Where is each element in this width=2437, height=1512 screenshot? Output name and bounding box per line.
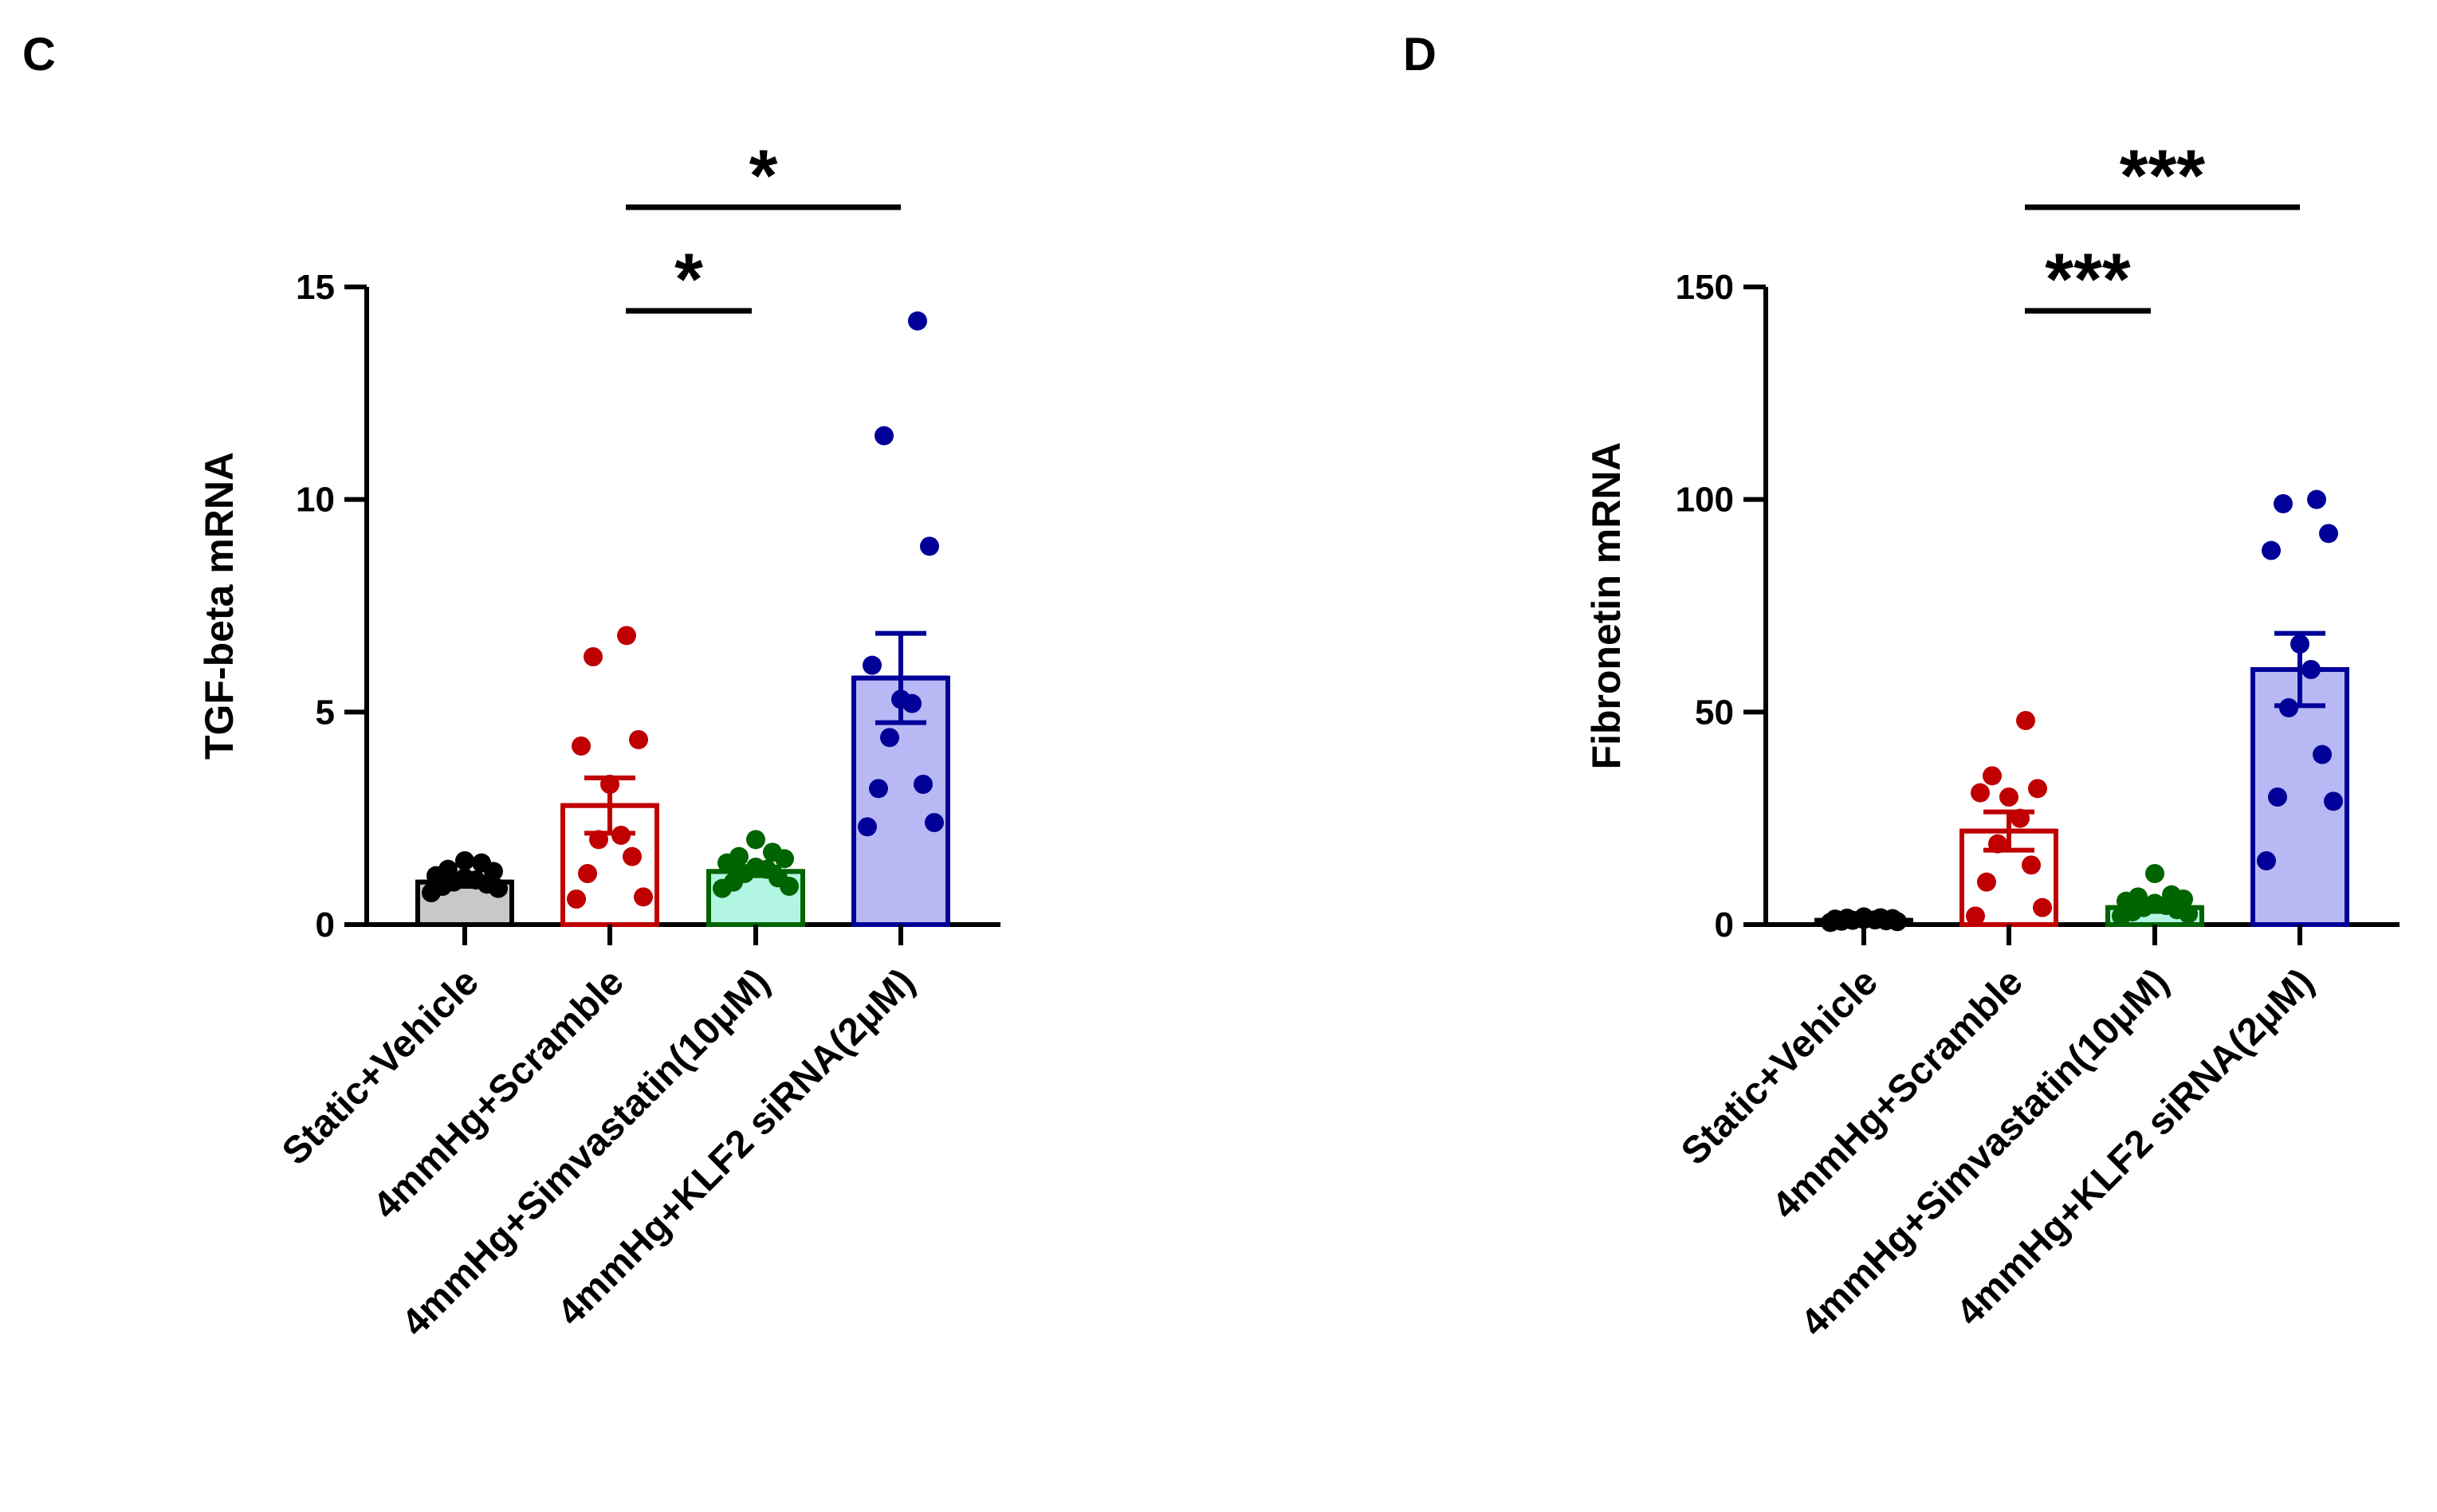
data-point: [2028, 779, 2047, 799]
data-point: [572, 736, 591, 756]
y-tick-label: 0: [1715, 905, 1734, 945]
data-point: [578, 864, 597, 883]
data-point: [880, 728, 899, 748]
data-point: [567, 890, 586, 909]
chart-panel-c: TGF-beta mRNA051015Static+Vehicle4mmHg+S…: [197, 135, 1000, 1345]
data-point: [920, 536, 939, 556]
data-point: [908, 311, 927, 331]
data-point: [623, 846, 642, 866]
y-tick-label: 50: [1695, 693, 1734, 732]
data-point: [2324, 791, 2343, 811]
data-point: [2022, 855, 2041, 875]
data-point: [2257, 851, 2276, 870]
data-point: [1971, 783, 1990, 803]
data-point: [2313, 744, 2332, 764]
y-tick-label: 5: [316, 693, 335, 732]
data-point: [617, 626, 636, 646]
data-point: [875, 426, 894, 446]
category-label: 4mmHg+Scramble: [1764, 960, 2031, 1227]
chart-panel-d: Fibronetin mRNA050100150Static+Vehicle4m…: [1584, 135, 2400, 1345]
data-point: [1977, 872, 1996, 892]
category-label: 4mmHg+Scramble: [365, 960, 632, 1227]
data-point: [2268, 787, 2287, 807]
significance-label: ***: [2045, 239, 2131, 320]
y-tick-label: 100: [1676, 481, 1734, 520]
data-point: [2319, 524, 2338, 544]
data-point: [1999, 787, 2018, 807]
data-point: [1966, 906, 1985, 926]
significance-label: ***: [2120, 135, 2206, 217]
data-point: [629, 730, 648, 749]
data-point: [472, 853, 491, 873]
data-point: [2262, 540, 2281, 560]
data-point: [858, 817, 877, 837]
data-point: [2033, 897, 2052, 917]
panel-label-c: C: [22, 29, 56, 81]
data-point: [863, 655, 882, 675]
y-tick-label: 150: [1676, 268, 1734, 307]
y-axis-label: Fibronetin mRNA: [1584, 442, 1629, 769]
data-point: [925, 813, 944, 832]
data-point: [2016, 711, 2035, 730]
significance-label: *: [749, 135, 778, 217]
data-point: [1854, 907, 1873, 927]
y-axis-label: TGF-beta mRNA: [197, 452, 242, 760]
data-point: [729, 846, 749, 866]
data-point: [1983, 766, 2002, 786]
y-tick-label: 15: [296, 268, 335, 307]
data-point: [438, 859, 458, 879]
data-point: [2307, 489, 2326, 509]
significance-label: *: [674, 239, 703, 320]
panel-label-d: D: [1403, 29, 1437, 81]
data-point: [2145, 864, 2164, 883]
data-point: [584, 647, 603, 666]
data-point: [634, 887, 653, 907]
data-point: [746, 830, 765, 850]
data-point: [2162, 885, 2181, 905]
data-point: [914, 775, 933, 794]
y-tick-label: 0: [316, 905, 335, 945]
data-point: [763, 842, 782, 862]
data-point: [455, 851, 474, 870]
y-tick-label: 10: [296, 481, 335, 520]
data-point: [2274, 494, 2293, 513]
data-point: [869, 779, 888, 799]
